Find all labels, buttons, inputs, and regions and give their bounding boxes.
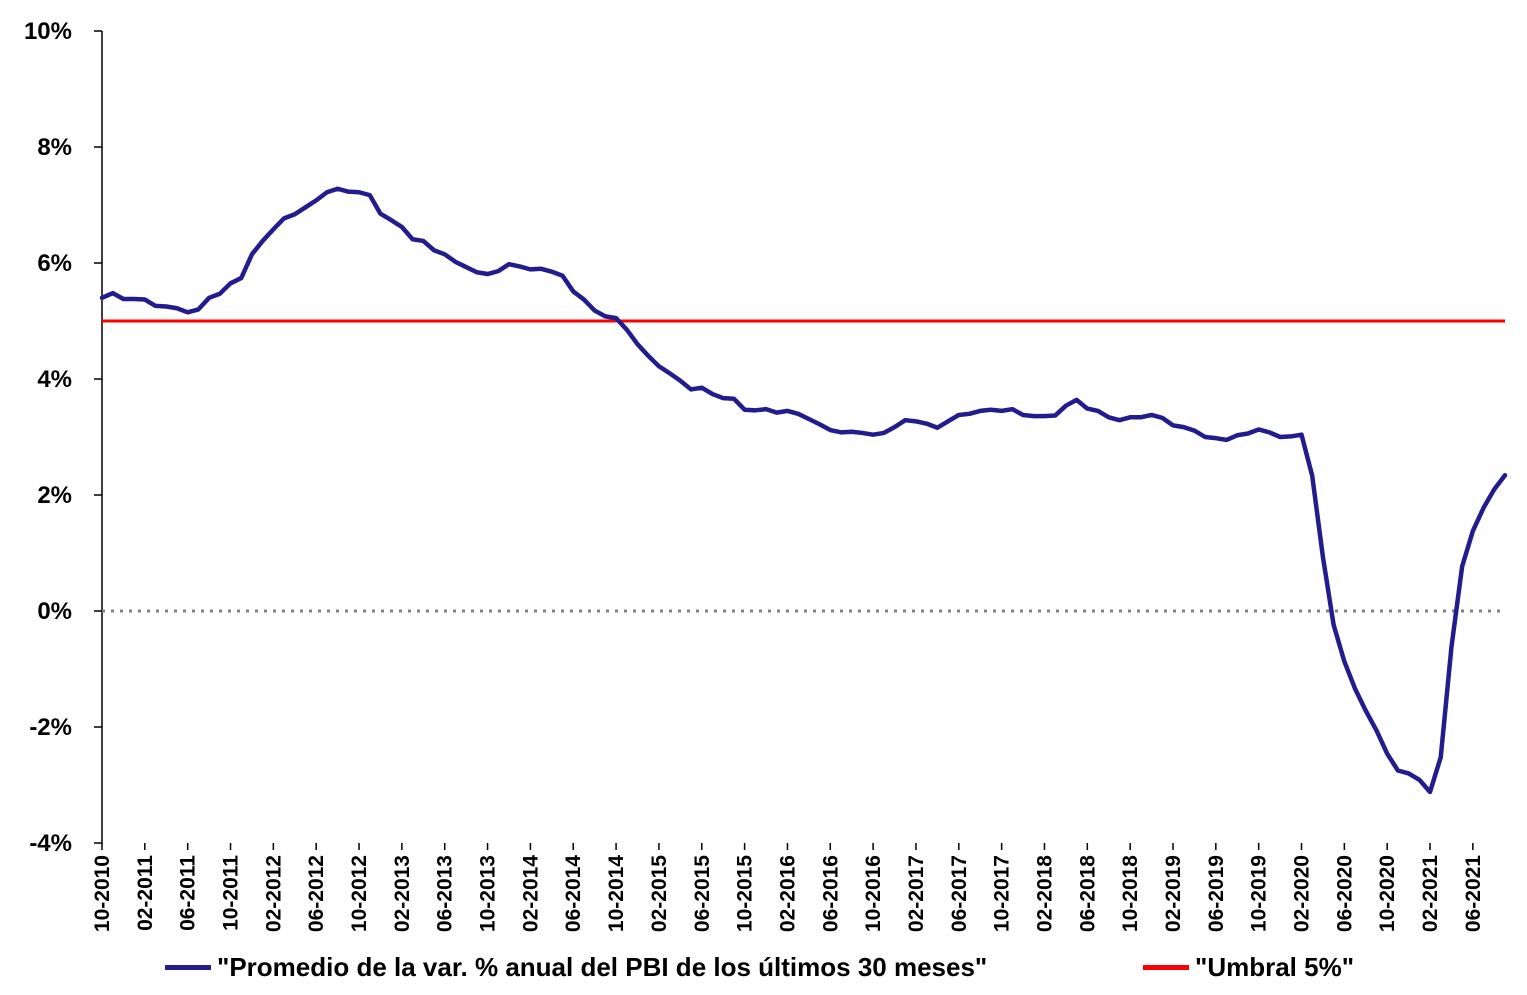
x-tick-label: 10-2017 [991, 855, 1014, 932]
y-tick-label: 2% [37, 482, 72, 509]
x-tick-label: 10-2019 [1248, 855, 1271, 932]
legend-swatch-threshold [1143, 964, 1189, 970]
x-tick-label: 10-2020 [1376, 855, 1399, 932]
y-tick-label: 6% [37, 250, 72, 277]
x-tick-label: 10-2013 [477, 855, 500, 932]
x-tick-label: 10-2015 [734, 855, 757, 932]
x-tick-label: 02-2021 [1419, 855, 1442, 932]
y-tick-label: 4% [37, 366, 72, 393]
x-tick-label: 02-2018 [1033, 855, 1056, 932]
legend-item-series: "Promedio de la var. % anual del PBI de … [165, 945, 987, 989]
x-tick-label: 06-2012 [305, 855, 328, 932]
x-tick-label: 02-2019 [1162, 855, 1185, 932]
x-tick-label: 02-2013 [391, 855, 414, 932]
x-tick-label: 06-2021 [1462, 855, 1485, 932]
y-tick-label: 0% [37, 598, 72, 625]
x-tick-label: 06-2019 [1205, 855, 1228, 932]
legend-swatch-series [165, 964, 211, 970]
x-tick-label: 02-2014 [519, 855, 542, 932]
y-tick-label: 10% [24, 18, 72, 45]
x-tick-label: 06-2014 [562, 855, 585, 932]
x-tick-labels: 10-2010 02-2011 06-2011 10-2011 02-2012 06-20… [91, 855, 1485, 932]
line-chart: -4% -2% 0% 2% 4% 6% 8% 10% 10-2010 02-2011 06-201… [24, 18, 1508, 932]
x-tick-label: 10-2014 [605, 855, 628, 932]
chart-axes [94, 30, 1474, 850]
x-tick-label: 06-2013 [434, 855, 457, 932]
y-tick-label: -2% [29, 714, 72, 741]
legend-label-series: "Promedio de la var. % anual del PBI de … [217, 951, 988, 982]
x-tick-label: 02-2016 [776, 855, 799, 932]
x-tick-label: 10-2018 [1119, 855, 1142, 932]
x-tick-label: 06-2011 [177, 855, 200, 931]
x-tick-label: 02-2020 [1291, 855, 1314, 932]
x-tick-label: 02-2015 [648, 855, 671, 932]
x-tick-label: 06-2016 [819, 855, 842, 932]
legend-label-threshold: "Umbral 5%" [1195, 951, 1355, 982]
x-tick-label: 02-2011 [134, 855, 157, 931]
x-tick-label: 10-2016 [862, 855, 885, 932]
legend-item-threshold: "Umbral 5%" [1143, 945, 1354, 989]
x-tick-label: 02-2012 [262, 855, 285, 932]
y-tick-labels: -4% -2% 0% 2% 4% 6% 8% 10% [24, 18, 72, 857]
x-tick-label: 02-2017 [905, 855, 928, 932]
x-tick-label: 10-2010 [91, 855, 114, 932]
x-tick-label: 06-2020 [1333, 855, 1356, 932]
x-tick-label: 10-2012 [348, 855, 371, 932]
x-tick-label: 06-2017 [948, 855, 971, 932]
y-tick-label: 8% [37, 134, 72, 161]
x-tick-label: 06-2018 [1076, 855, 1099, 932]
chart-legend: "Promedio de la var. % anual del PBI de … [0, 945, 1527, 989]
x-tick-label: 06-2015 [691, 855, 714, 932]
x-tick-label: 10-2011 [220, 855, 243, 931]
series-layer [99, 186, 1508, 795]
series-line [99, 186, 1508, 795]
y-tick-label: -4% [29, 830, 72, 857]
